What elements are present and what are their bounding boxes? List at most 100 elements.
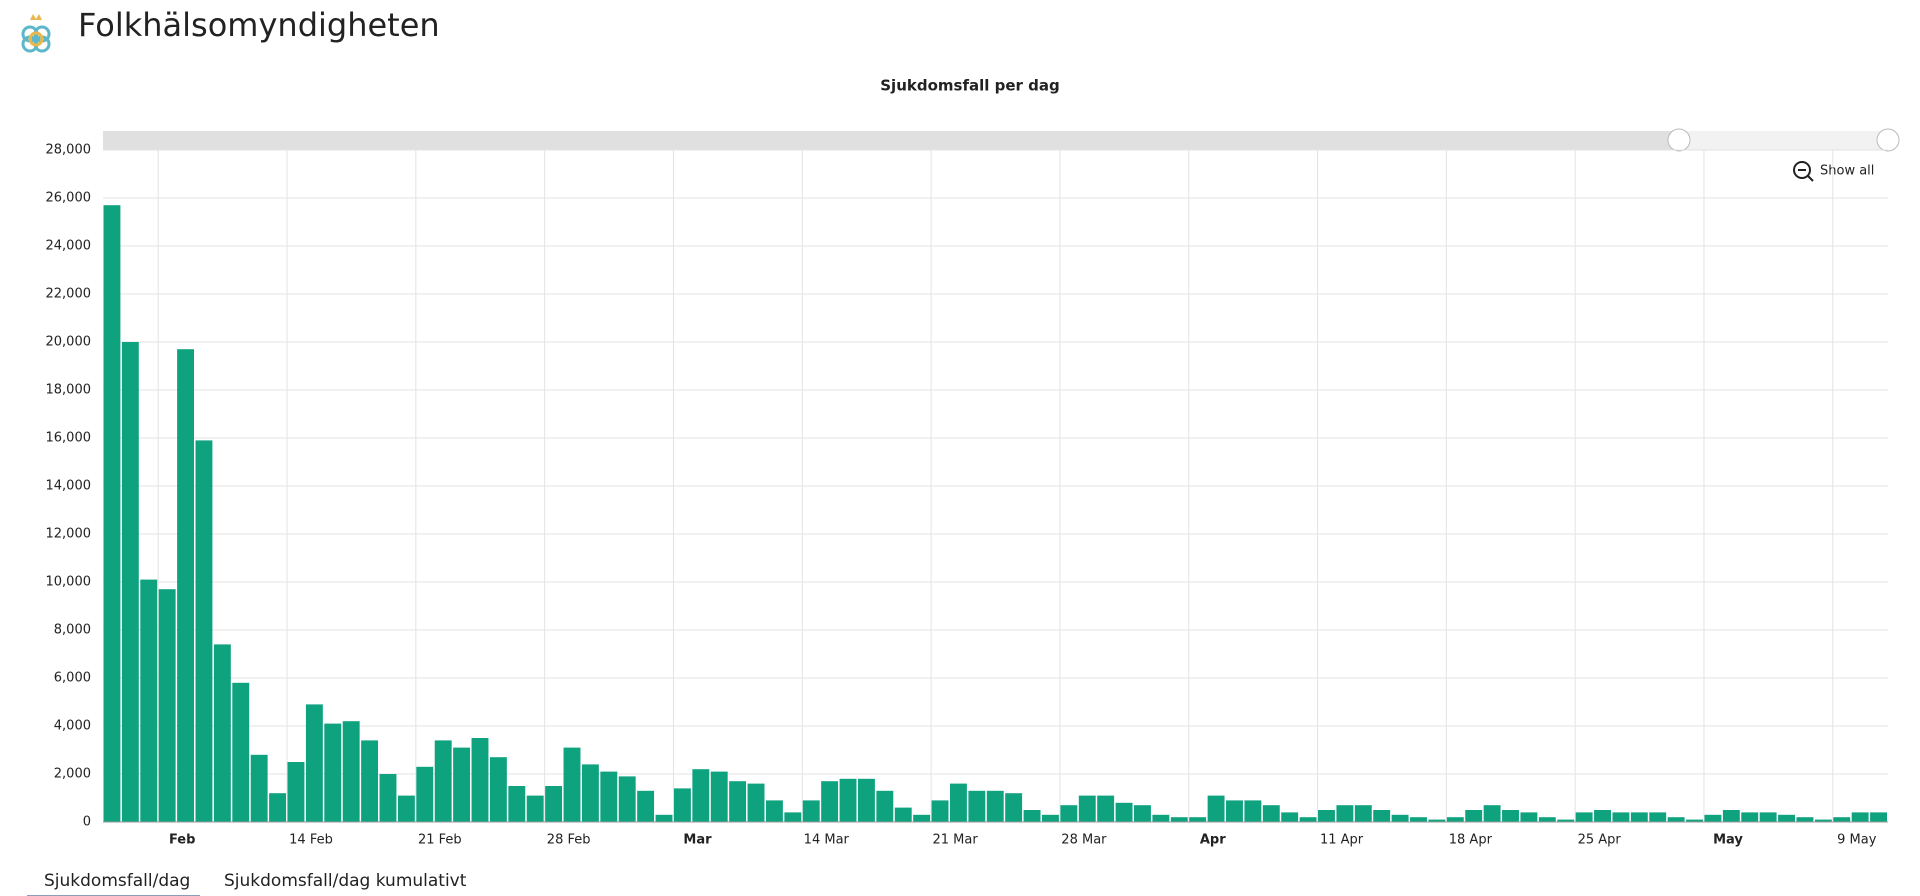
x-tick-label: 11 Apr xyxy=(1320,833,1364,848)
bar xyxy=(1851,812,1869,822)
y-tick-label: 8,000 xyxy=(54,623,91,638)
x-tick-label: 21 Feb xyxy=(418,833,462,848)
bar xyxy=(1759,812,1777,822)
bar xyxy=(1097,795,1115,822)
bar xyxy=(765,800,783,822)
tab[interactable]: Sjukdomsfall/dag kumulativt xyxy=(224,871,467,891)
x-tick-label: Apr xyxy=(1200,833,1226,848)
bar xyxy=(195,440,213,822)
bar xyxy=(1575,812,1593,822)
logo xyxy=(21,14,51,53)
bar xyxy=(434,740,452,822)
bar xyxy=(545,786,563,822)
bar xyxy=(802,800,820,822)
scrollbar-grip[interactable] xyxy=(1876,128,1900,152)
y-tick-label: 20,000 xyxy=(46,335,92,350)
y-tick-label: 4,000 xyxy=(54,719,91,734)
tab[interactable]: Sjukdomsfall/dag xyxy=(44,871,190,891)
bar xyxy=(269,793,287,822)
x-tick-label: 28 Feb xyxy=(547,833,591,848)
bar xyxy=(1189,817,1207,822)
y-tick-label: 2,000 xyxy=(54,767,91,782)
bar xyxy=(1594,810,1611,822)
bar xyxy=(986,790,1004,822)
y-tick-label: 16,000 xyxy=(46,431,92,446)
bar xyxy=(1226,800,1243,822)
bar xyxy=(1778,814,1795,822)
bar xyxy=(1299,817,1317,822)
bar xyxy=(1722,810,1740,822)
bar xyxy=(1078,795,1096,822)
bar xyxy=(655,814,673,822)
bar xyxy=(1152,814,1170,822)
bar xyxy=(397,795,415,822)
bar xyxy=(416,766,434,822)
y-tick-label: 10,000 xyxy=(46,575,92,590)
x-tick-label: 21 Mar xyxy=(932,833,978,848)
bar xyxy=(1115,802,1133,822)
bar xyxy=(453,747,471,822)
bar xyxy=(1814,819,1832,822)
bar xyxy=(1170,817,1188,822)
x-tick-label: 14 Mar xyxy=(804,833,850,848)
bar xyxy=(1483,805,1501,822)
x-tick-label: Feb xyxy=(169,833,195,848)
bar xyxy=(177,349,195,822)
bar xyxy=(526,795,544,822)
bar xyxy=(1207,795,1225,822)
bar xyxy=(1134,805,1151,822)
bar xyxy=(1446,817,1464,822)
y-tick-label: 26,000 xyxy=(46,191,92,206)
bar xyxy=(1060,805,1078,822)
y-tick-label: 6,000 xyxy=(54,671,91,686)
bar xyxy=(563,747,581,822)
bar xyxy=(1262,805,1280,822)
bar xyxy=(1741,812,1759,822)
bar xyxy=(1630,812,1648,822)
bar xyxy=(913,814,931,822)
bar xyxy=(1042,814,1059,822)
bar xyxy=(1520,812,1538,822)
bar xyxy=(1557,819,1575,822)
bar xyxy=(1391,814,1409,822)
x-tick-label: 25 Apr xyxy=(1578,833,1622,848)
bar xyxy=(581,764,599,822)
x-tick-label: 28 Mar xyxy=(1061,833,1107,848)
bar xyxy=(379,774,397,822)
bar xyxy=(232,682,250,822)
bar xyxy=(1318,810,1335,822)
scrollbar-grip[interactable] xyxy=(1667,128,1691,152)
bar xyxy=(1796,817,1814,822)
bar xyxy=(968,790,986,822)
x-tick-label: May xyxy=(1713,833,1743,848)
bar xyxy=(489,757,507,822)
bar xyxy=(618,776,636,822)
show-all-button[interactable]: Show all xyxy=(1793,161,1874,182)
show-all-label[interactable]: Show all xyxy=(1820,164,1874,179)
header-title: Folkhälsomyndigheten xyxy=(78,6,440,44)
bar xyxy=(103,205,121,822)
y-tick-label: 12,000 xyxy=(46,527,92,542)
chart-title: Sjukdomsfall per dag xyxy=(880,77,1059,95)
bar xyxy=(140,579,158,822)
bar xyxy=(1428,819,1446,822)
scrollbar-thumb[interactable] xyxy=(1679,131,1888,150)
x-tick-label: 18 Apr xyxy=(1449,833,1493,848)
bar xyxy=(1373,810,1391,822)
zoom-icon xyxy=(1793,161,1811,179)
bar xyxy=(1023,810,1041,822)
bar xyxy=(637,790,655,822)
bar xyxy=(1336,805,1354,822)
bar xyxy=(287,762,305,822)
bar xyxy=(784,812,802,822)
bar xyxy=(158,589,176,822)
scrollbar-track[interactable] xyxy=(103,131,1888,150)
bar xyxy=(876,790,894,822)
bar xyxy=(508,786,526,822)
bar xyxy=(213,644,231,822)
bar xyxy=(1667,817,1685,822)
y-tick-label: 18,000 xyxy=(46,383,92,398)
bar xyxy=(1502,810,1519,822)
bar xyxy=(600,771,618,822)
